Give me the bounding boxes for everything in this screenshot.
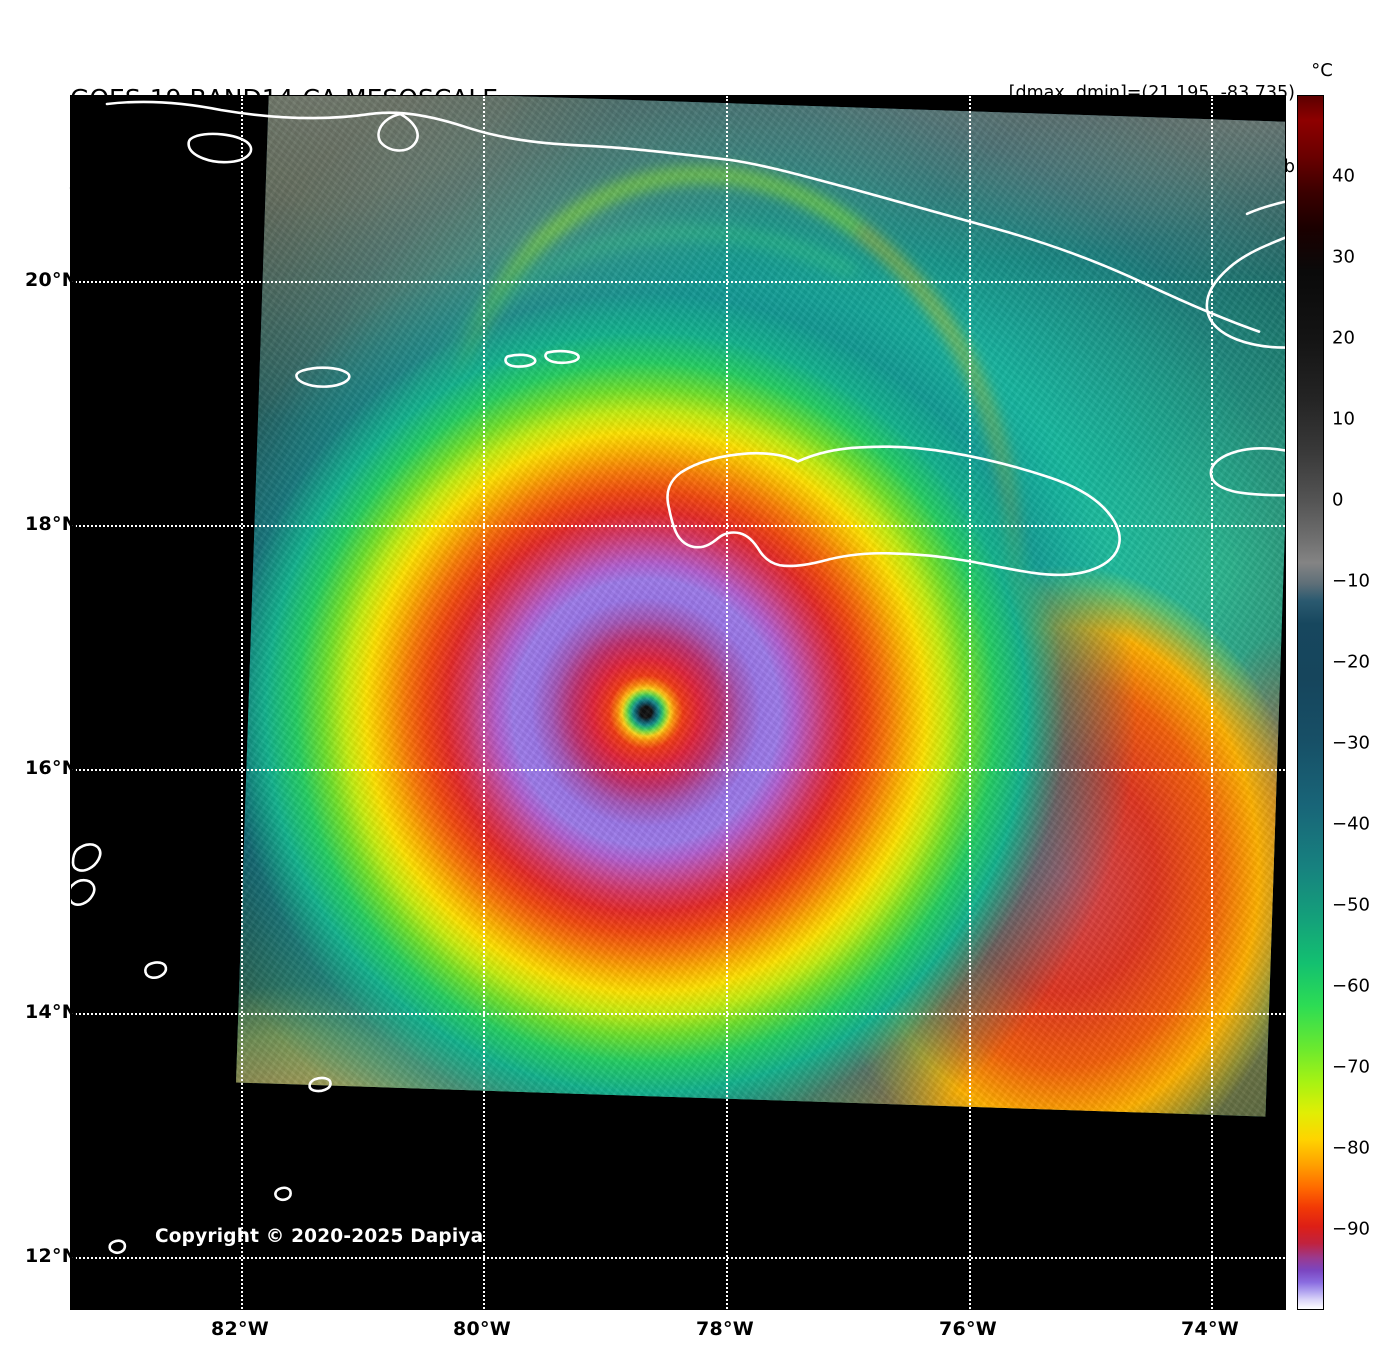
y-tick-20n: 20°N [24, 269, 78, 291]
coastline-cuba-bay [377, 112, 419, 152]
coastline-islet-b [71, 878, 96, 906]
cb-tick-30: 30 [1332, 246, 1355, 268]
cb-tick-10: 10 [1332, 408, 1355, 430]
y-tick-18n: 18°N [24, 513, 78, 535]
coastline-cayman-brac [504, 353, 537, 368]
coastline-grand-cayman [295, 366, 351, 388]
cb-tick-m70: −70 [1332, 1056, 1370, 1078]
y-tick-14n: 14°N [24, 1001, 78, 1023]
y-tick-16n: 16°N [24, 757, 78, 779]
coastline-hispaniola-coast [1205, 236, 1285, 349]
coastline-isla-juventud [187, 132, 253, 164]
cb-tick-m30: −30 [1332, 732, 1370, 754]
y-tick-12n: 12°N [24, 1245, 78, 1267]
coastline-hispaniola-south [1209, 446, 1285, 497]
coastline-little-cayman [544, 349, 580, 365]
cb-tick-m10: −10 [1332, 570, 1370, 592]
cb-tick-m20: −20 [1332, 651, 1370, 673]
x-tick-76w: 76°W [938, 1318, 998, 1340]
copyright-label: Copyright © 2020-2025 Dapiya [155, 1226, 484, 1247]
x-tick-78w: 78°W [695, 1318, 755, 1340]
cb-tick-0: 0 [1332, 489, 1344, 511]
colorbar [1297, 95, 1324, 1310]
coastline-islet-a [71, 843, 102, 872]
coastline-islet-f [308, 1076, 332, 1093]
coastline-islet-d [274, 1186, 292, 1202]
coastline-islet-c [144, 961, 168, 979]
x-tick-82w: 82°W [210, 1318, 270, 1340]
colorbar-unit-label: °C [1311, 60, 1333, 81]
coastline-cuba [105, 100, 1261, 333]
map-plot-area: Copyright © 2020-2025 Dapiya [70, 95, 1286, 1310]
cb-tick-m50: −50 [1332, 894, 1370, 916]
cb-tick-m40: −40 [1332, 813, 1370, 835]
x-tick-74w: 74°W [1180, 1318, 1240, 1340]
cb-tick-m60: −60 [1332, 975, 1370, 997]
coastline-hispaniola [1245, 200, 1285, 216]
cb-tick-m90: −90 [1332, 1218, 1370, 1240]
coastline-jamaica [666, 445, 1121, 577]
coastline-islet-e [108, 1239, 127, 1254]
cb-tick-20: 20 [1332, 327, 1355, 349]
cb-tick-40: 40 [1332, 165, 1355, 187]
x-tick-80w: 80°W [452, 1318, 512, 1340]
coastline-overlay [71, 96, 1285, 1309]
cb-tick-m80: −80 [1332, 1137, 1370, 1159]
